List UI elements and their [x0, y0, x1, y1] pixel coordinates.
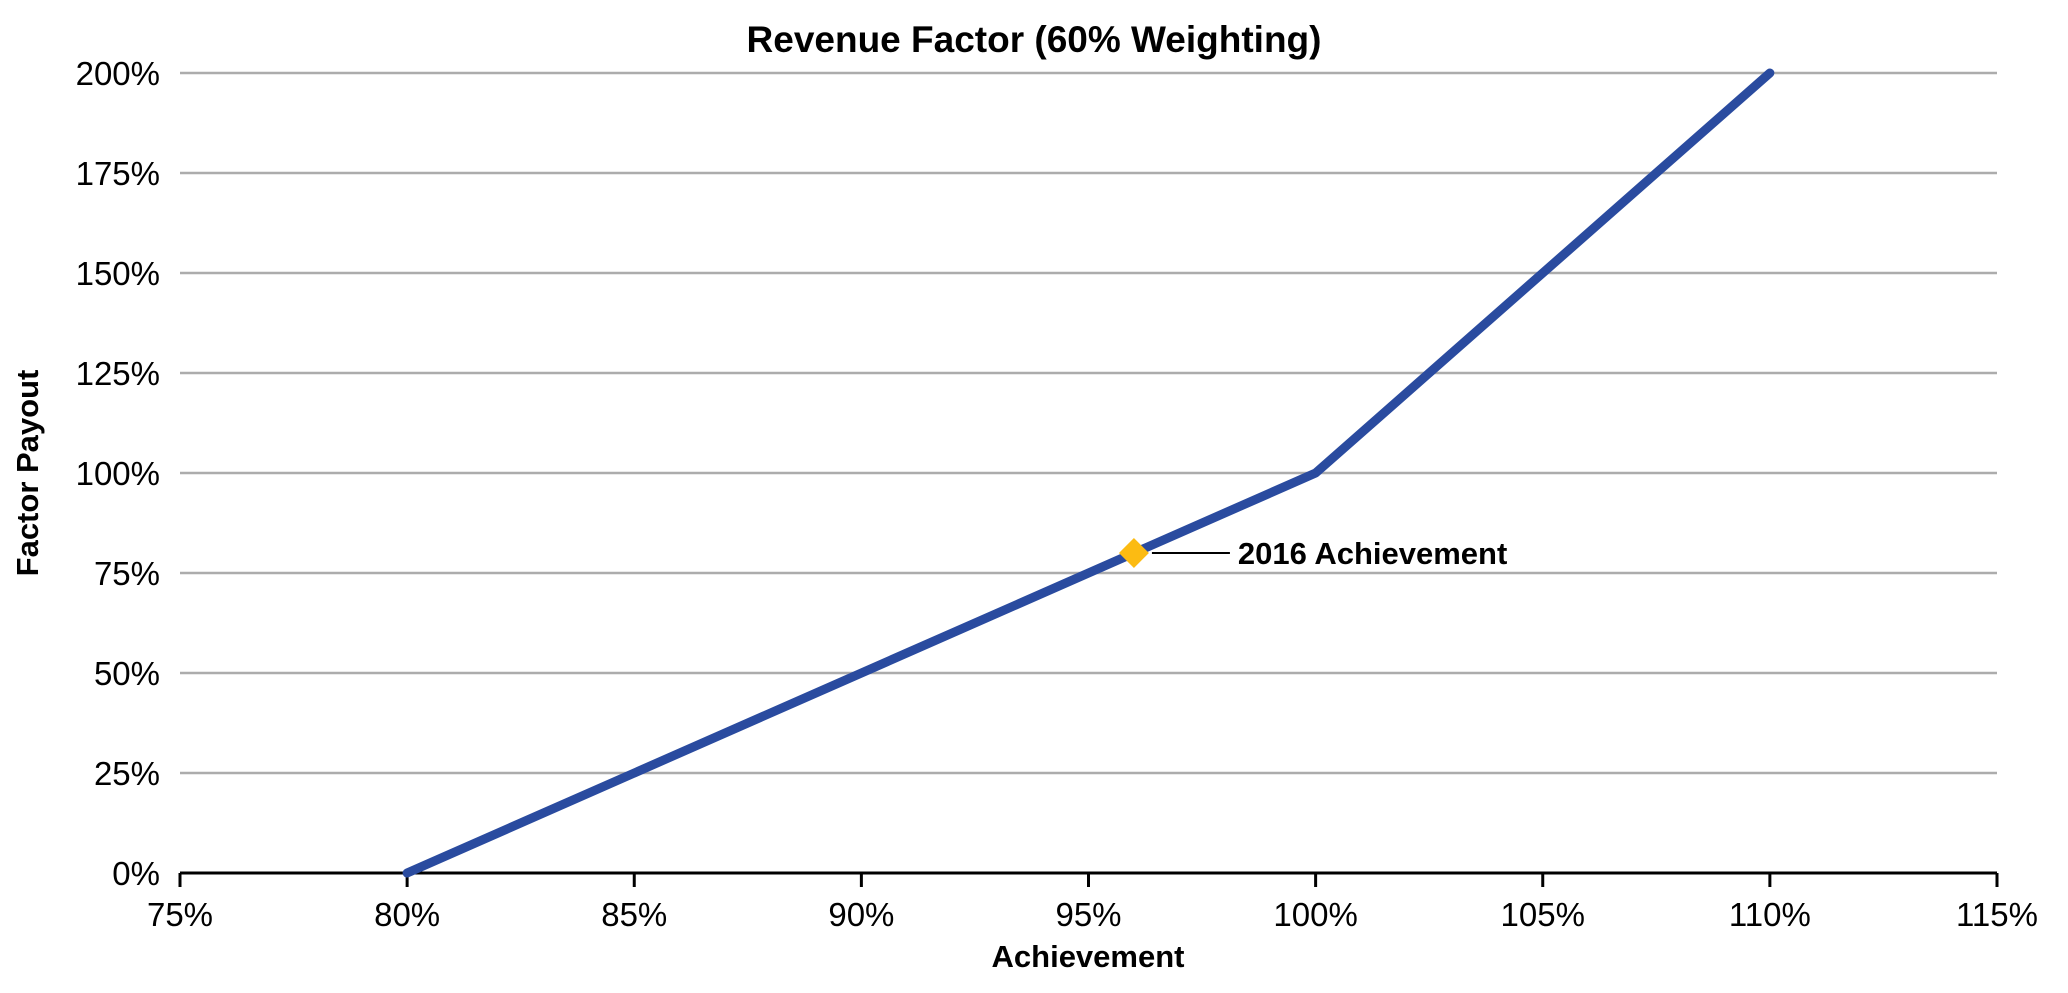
y-tick-label: 75%	[94, 555, 160, 592]
y-tick-label: 25%	[94, 755, 160, 792]
y-tick-label: 0%	[112, 855, 160, 892]
y-tick-label: 50%	[94, 655, 160, 692]
x-tick-label: 110%	[1729, 896, 1811, 933]
x-tick-label: 75%	[147, 896, 213, 933]
x-axis-title: Achievement	[992, 939, 1185, 974]
x-tick-label: 105%	[1501, 896, 1585, 933]
series-lines	[402, 68, 1775, 878]
revenue-factor-line	[402, 68, 1775, 878]
y-tick-label: 125%	[76, 355, 160, 392]
axes	[178, 871, 1999, 887]
x-tick-label: 80%	[374, 896, 440, 933]
chart-title: Revenue Factor (60% Weighting)	[747, 19, 1322, 60]
y-tick-label: 200%	[76, 55, 160, 92]
y-tick-label: 175%	[76, 155, 160, 192]
tick-labels: 75% 80% 85% 90% 95% 100% 105% 110% 115% 0% 25% 50% 7…	[76, 55, 2038, 933]
y-tick-label: 100%	[76, 455, 160, 492]
y-tick-label: 150%	[76, 255, 160, 292]
gridlines	[180, 71, 1997, 775]
x-tick-label: 85%	[601, 896, 667, 933]
annotation-label: 2016 Achievement	[1238, 536, 1507, 571]
x-tick-label: 100%	[1273, 896, 1357, 933]
y-axis-title: Factor Payout	[10, 370, 45, 577]
x-tick-label: 90%	[828, 896, 894, 933]
achievement-marker-diamond-icon	[1118, 538, 1149, 568]
annotation-group	[1118, 538, 1230, 568]
x-tick-label: 95%	[1055, 896, 1121, 933]
x-tick-label: 115%	[1956, 896, 2038, 933]
